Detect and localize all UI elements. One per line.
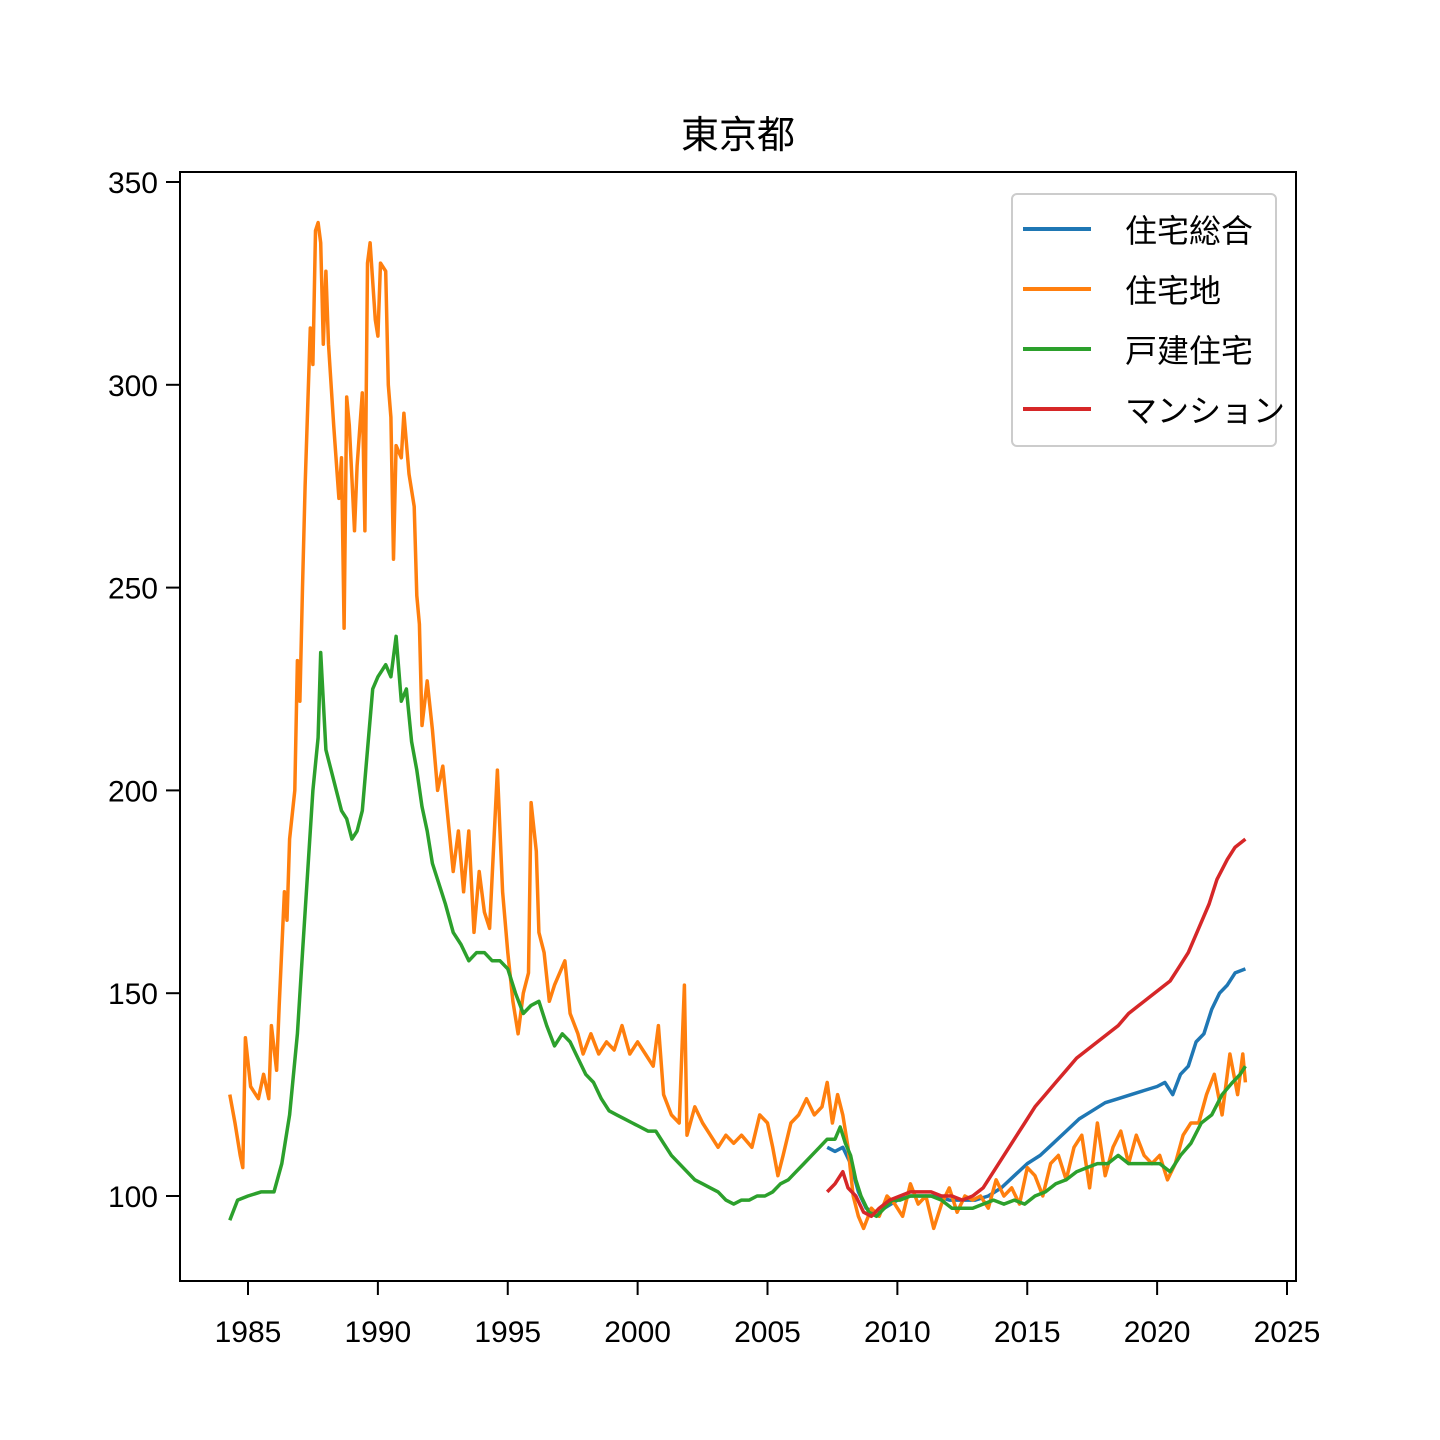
x-tick-label: 1985 [215,1316,282,1349]
y-tick-label: 100 [108,1181,158,1214]
y-tick-label: 250 [108,573,158,606]
y-tick-label: 200 [108,775,158,808]
x-tick-label: 2000 [604,1316,671,1349]
legend-swatch [1023,347,1091,351]
legend-swatch [1023,227,1091,231]
legend-item: 住宅地 [1023,269,1222,310]
x-tick-label: 1990 [345,1316,412,1349]
legend-item: マンション [1023,389,1286,430]
legend-label: マンション [1125,392,1286,430]
x-axis: 1985 1990 1995 2000 2005 2010 2015 2020 2025 [215,1281,1321,1349]
y-tick-label: 150 [108,978,158,1011]
series-line-2 [228,634,1247,1221]
chart-title: 東京都 [680,113,795,157]
axes-frame [179,171,1297,1282]
x-tick-label: 2025 [1254,1316,1321,1349]
y-tick-label: 300 [108,370,158,403]
legend-swatch [1023,287,1091,291]
legend: 住宅総合住宅地戸建住宅マンション [1011,193,1285,447]
x-tick-label: 1995 [474,1316,541,1349]
series-lines [228,220,1248,1231]
x-tick-label: 2020 [1124,1316,1191,1349]
legend-label: 住宅地 [1125,272,1222,310]
x-tick-label: 2015 [994,1316,1061,1349]
x-tick-label: 2010 [864,1316,931,1349]
legend-item: 住宅総合 [1023,209,1254,250]
x-tick-label: 2005 [734,1316,801,1349]
series-line-1 [228,220,1248,1231]
y-tick-label: 350 [108,167,158,200]
legend-item: 戸建住宅 [1023,329,1254,370]
y-axis: 100 150 200 250 300 350 [108,167,180,1214]
series-line-3 [825,837,1247,1219]
legend-swatch [1023,407,1091,411]
legend-label: 戸建住宅 [1125,332,1254,370]
legend-label: 住宅総合 [1125,212,1254,250]
